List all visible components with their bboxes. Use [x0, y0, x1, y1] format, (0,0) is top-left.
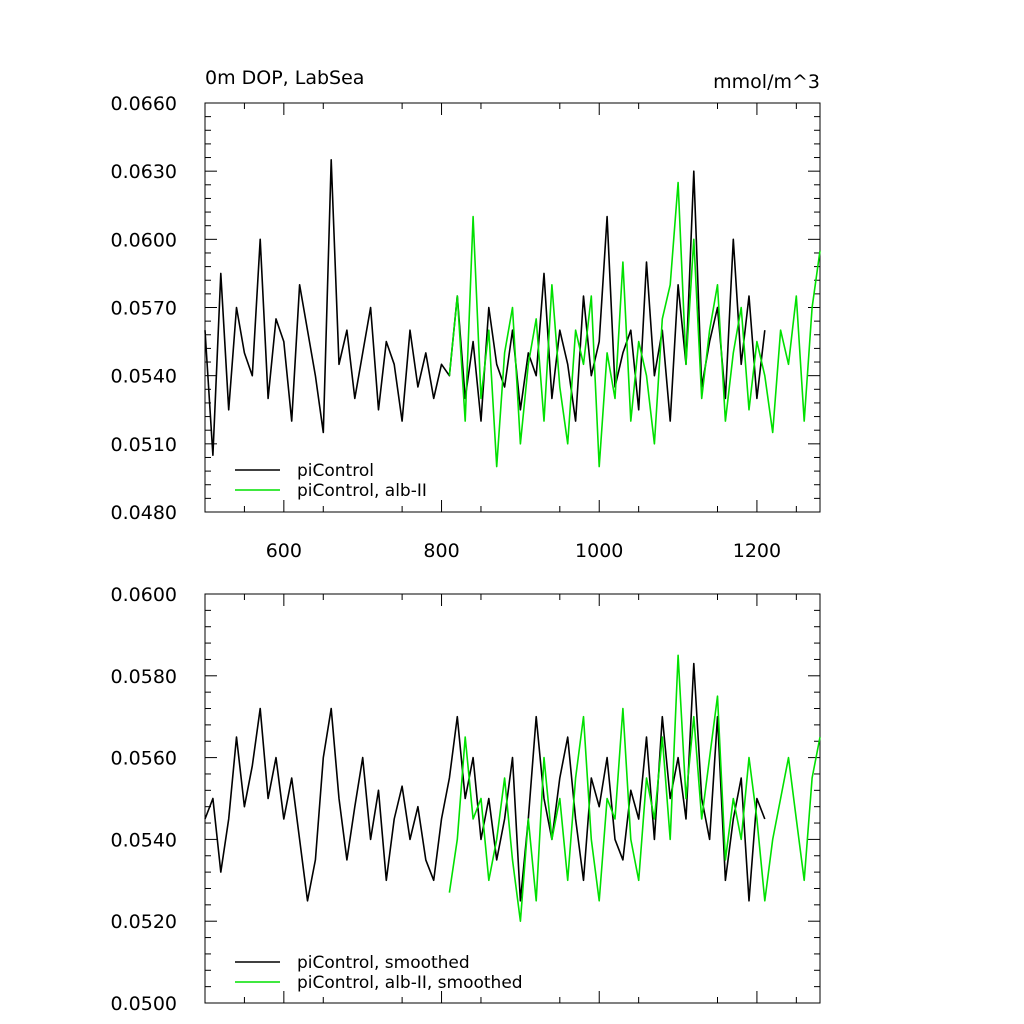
y-tick-label: 0.0520 — [111, 911, 177, 933]
plot-frame — [204, 593, 821, 1004]
chart-top-panel: 0m DOP, LabSea mmol/m^3 0.0480 0.0510 0.05… — [111, 67, 821, 562]
series-line-0 — [204, 159, 766, 457]
chart-units: mmol/m^3 — [713, 71, 820, 93]
y-tick-label: 0.0600 — [111, 229, 177, 251]
plot-area-bottom: 0.0500 0.0520 0.0540 0.0560 0.0580 0.0600 — [111, 584, 821, 1015]
x-tick-label: 1200 — [733, 540, 781, 562]
plot-area-top: 0.0480 0.0510 0.0540 0.0570 0.0600 0.0630 0.06… — [111, 93, 821, 562]
y-tick-label: 0.0480 — [111, 502, 177, 524]
legend-label-picontrol-alb-ii-smoothed: piControl, alb-II, smoothed — [297, 973, 523, 993]
y-tick-label: 0.0570 — [111, 298, 177, 320]
y-tick-label: 0.0580 — [111, 666, 177, 688]
y-tick-label: 0.0500 — [111, 993, 177, 1015]
chart-title: 0m DOP, LabSea — [205, 67, 364, 89]
y-tick-label: 0.0600 — [111, 584, 177, 606]
x-tick-label: 600 — [266, 540, 302, 562]
x-tick-label: 800 — [423, 540, 459, 562]
y-tick-label: 0.0540 — [111, 829, 177, 851]
series-line-1 — [448, 654, 821, 923]
y-tick-label: 0.0560 — [111, 748, 177, 770]
legend-label-picontrol-alb-ii: piControl, alb-II — [297, 481, 427, 501]
x-tick-label: 1000 — [575, 540, 623, 562]
legend-label-picontrol-smoothed: piControl, smoothed — [297, 953, 470, 973]
series-line-1 — [448, 181, 821, 468]
legend-label-picontrol: piControl — [297, 461, 374, 481]
legend-bottom: piControl, smoothed piControl, alb-II, s… — [235, 953, 523, 993]
legend-top: piControl piControl, alb-II — [235, 461, 427, 501]
y-tick-label: 0.0510 — [111, 434, 177, 456]
y-tick-label: 0.0540 — [111, 366, 177, 388]
y-tick-label: 0.0630 — [111, 161, 177, 183]
y-tick-label: 0.0660 — [111, 93, 177, 115]
chart-bottom-panel: 0.0500 0.0520 0.0540 0.0560 0.0580 0.0600 piC… — [111, 584, 821, 1015]
